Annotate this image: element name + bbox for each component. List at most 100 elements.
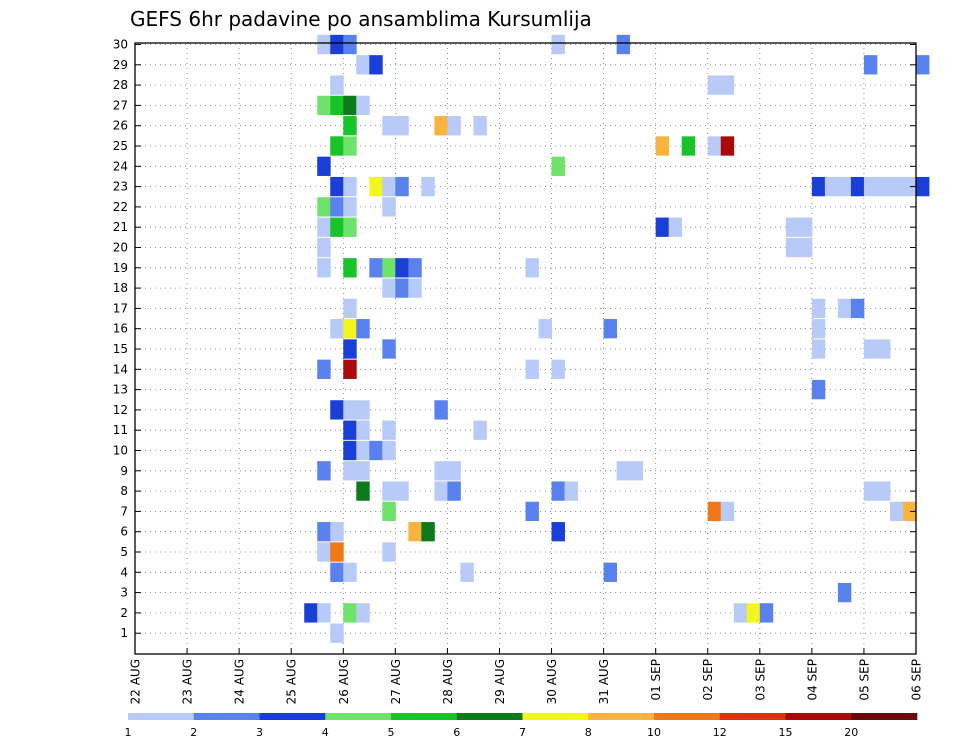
heatmap-cell bbox=[785, 217, 800, 237]
y-tick-label: 12 bbox=[113, 403, 128, 417]
y-tick-label: 20 bbox=[113, 241, 128, 255]
chart-title: GEFS 6hr padavine po ansamblima Kursumli… bbox=[130, 7, 592, 31]
y-tick-label: 21 bbox=[113, 220, 128, 234]
heatmap-cell bbox=[382, 339, 396, 359]
heatmap-cell bbox=[382, 420, 396, 440]
heatmap-cell bbox=[356, 603, 370, 623]
heatmap-cell bbox=[889, 501, 904, 522]
x-tick-label: 05 SEP bbox=[857, 659, 871, 701]
heatmap-cell bbox=[707, 136, 722, 156]
heatmap-cell bbox=[668, 217, 683, 237]
heatmap-cell bbox=[330, 34, 344, 55]
heatmap-cell bbox=[616, 461, 631, 481]
heatmap-cell bbox=[343, 359, 357, 379]
heatmap-cell bbox=[343, 562, 357, 582]
heatmap-cell bbox=[382, 542, 396, 562]
heatmap-cell bbox=[538, 319, 552, 339]
y-tick-label: 5 bbox=[120, 545, 128, 559]
heatmap-cell bbox=[356, 95, 370, 116]
heatmap-cell bbox=[330, 542, 344, 562]
heatmap-cell bbox=[629, 461, 644, 481]
heatmap-cell bbox=[330, 400, 344, 420]
heatmap-cell bbox=[395, 176, 409, 197]
y-tick-label: 29 bbox=[113, 58, 128, 72]
heatmap-cell bbox=[460, 562, 474, 582]
y-tick-label: 9 bbox=[120, 464, 128, 478]
heatmap-cell bbox=[681, 136, 696, 156]
heatmap-cell bbox=[317, 359, 331, 379]
heatmap-cell bbox=[408, 522, 422, 542]
y-tick-label: 6 bbox=[120, 525, 128, 539]
heatmap-cell bbox=[317, 542, 331, 562]
y-tick-label: 8 bbox=[120, 484, 128, 498]
heatmap-cell bbox=[720, 136, 735, 156]
heatmap-cell bbox=[317, 461, 331, 481]
colorbar-swatch bbox=[654, 713, 721, 720]
heatmap-cell bbox=[876, 481, 891, 501]
heatmap-cell bbox=[759, 603, 774, 623]
heatmap-cell bbox=[395, 481, 409, 501]
heatmap-cell bbox=[902, 176, 917, 197]
colorbar-swatch bbox=[193, 713, 260, 720]
heatmap-cell bbox=[551, 34, 565, 55]
colorbar-label: 12 bbox=[713, 726, 727, 739]
y-tick-label: 18 bbox=[113, 281, 128, 295]
heatmap-cell bbox=[746, 603, 761, 623]
heatmap-cell bbox=[837, 298, 852, 319]
x-axis: 22 AUG 23 AUG 24 AUG 25 AUG 26 AUG 27 AUG 28 A… bbox=[129, 648, 924, 704]
colorbar-swatch bbox=[719, 713, 786, 720]
y-tick-label: 26 bbox=[113, 119, 128, 133]
x-tick-label: 25 AUG bbox=[285, 659, 299, 704]
heatmap-cell bbox=[616, 34, 631, 55]
colorbar-swatch bbox=[588, 713, 655, 720]
x-tick-label: 02 SEP bbox=[701, 659, 715, 701]
heatmap-cell bbox=[343, 95, 357, 116]
heatmap-cell bbox=[916, 55, 930, 75]
colorbar-label: 2 bbox=[190, 726, 197, 739]
heatmap-cell bbox=[395, 116, 409, 136]
heatmap-cell bbox=[343, 34, 357, 55]
heatmap-cell bbox=[317, 34, 331, 55]
heatmap-cell bbox=[889, 176, 904, 197]
heatmap-cell bbox=[902, 501, 917, 522]
x-tick-label: 24 AUG bbox=[233, 659, 247, 704]
heatmap-cell bbox=[330, 75, 344, 95]
y-tick-label: 1 bbox=[120, 626, 128, 640]
colorbar-swatch bbox=[456, 713, 523, 720]
heatmap-cell bbox=[798, 237, 813, 258]
heatmap-cell bbox=[863, 55, 878, 75]
heatmap-cell bbox=[395, 278, 409, 298]
heatmap-cell bbox=[330, 197, 344, 217]
x-tick-label: 22 AUG bbox=[129, 659, 143, 704]
heatmap-cell bbox=[707, 75, 722, 95]
heatmap-cell bbox=[408, 278, 422, 298]
y-axis: 1234567891011121314151617181920212223242… bbox=[113, 38, 916, 640]
x-tick-label: 29 AUG bbox=[493, 659, 507, 704]
heatmap-cell bbox=[356, 440, 370, 461]
heatmap-cell bbox=[785, 237, 800, 258]
colorbar-swatch bbox=[522, 713, 589, 720]
heatmap-cell bbox=[382, 258, 396, 278]
y-tick-label: 19 bbox=[113, 261, 128, 275]
y-tick-label: 22 bbox=[113, 200, 128, 214]
heatmap-cell bbox=[551, 359, 565, 379]
heatmap-cell bbox=[343, 197, 357, 217]
heatmap-cell bbox=[317, 95, 331, 116]
y-tick-label: 14 bbox=[113, 362, 128, 376]
heatmap-cell bbox=[863, 339, 878, 359]
x-tick-label: 06 SEP bbox=[910, 659, 924, 701]
y-tick-label: 25 bbox=[113, 139, 128, 153]
heatmap-cell bbox=[317, 156, 331, 176]
heatmap-cell bbox=[304, 603, 318, 623]
x-tick-label: 01 SEP bbox=[649, 659, 663, 701]
y-tick-label: 10 bbox=[113, 444, 128, 458]
heatmap-cell bbox=[850, 176, 865, 197]
heatmap-cell bbox=[382, 176, 396, 197]
colorbar-label: 8 bbox=[585, 726, 592, 739]
heatmap-cell bbox=[551, 522, 565, 542]
heatmap-cell bbox=[798, 217, 813, 237]
heatmap-cell bbox=[824, 176, 839, 197]
heatmap-cell bbox=[811, 339, 826, 359]
plot-frame bbox=[134, 42, 917, 655]
colorbar-label: 6 bbox=[453, 726, 460, 739]
